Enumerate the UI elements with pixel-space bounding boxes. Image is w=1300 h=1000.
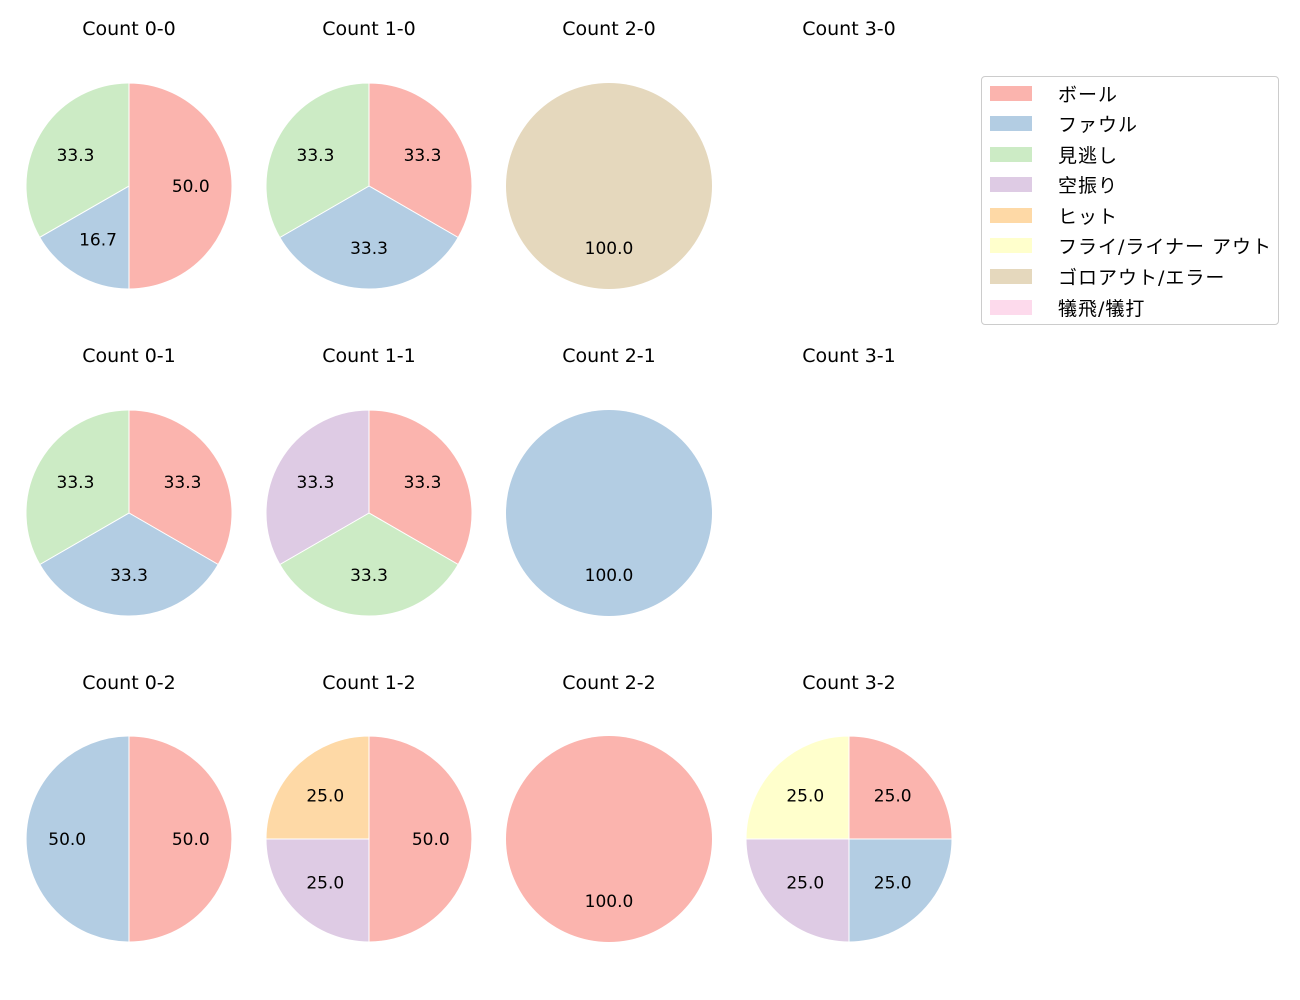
pie-slice [368, 82, 473, 239]
pie-chart: Count 0-1 33.3 33.3 33.3 [25, 345, 233, 617]
legend-label: 空振り [1058, 174, 1119, 197]
slice-label: 16.7 [79, 230, 117, 250]
pie-title: Count 2-2 [562, 672, 656, 694]
pie-slice [506, 83, 712, 289]
pie-chart: Count 3-1 [802, 345, 896, 367]
pie-chart: Count 2-0 100.0 [506, 18, 712, 289]
legend-label: ファウル [1058, 113, 1139, 136]
legend-label: フライ/ライナー アウト [1058, 235, 1273, 258]
pie-chart: Count 1-2 50.0 25.0 25.0 [265, 672, 473, 943]
legend-label: ヒット [1058, 205, 1119, 228]
legend-item-foul: ファウル [990, 113, 1138, 136]
legend-item-sacrifice: 犠飛/犠打 [990, 297, 1145, 320]
slice-label: 33.3 [404, 146, 442, 166]
slice-label: 33.3 [57, 146, 95, 166]
legend-swatch [990, 207, 1032, 223]
pie-title: Count 0-2 [82, 672, 176, 694]
slice-label: 25.0 [306, 874, 344, 894]
slice-label: 25.0 [874, 874, 912, 894]
pie-slice [745, 735, 850, 840]
slice-label: 25.0 [306, 786, 344, 806]
pie-title: Count 0-1 [82, 345, 176, 367]
pie-slice [25, 735, 130, 943]
legend-swatch [990, 237, 1032, 253]
pie-slice [25, 409, 130, 566]
slice-label: 33.3 [350, 239, 388, 259]
slice-label: 50.0 [48, 830, 86, 850]
legend-item-called-strike: 見逃し [990, 144, 1118, 167]
legend-item-fly-liner-out: フライ/ライナー アウト [990, 235, 1272, 258]
pie-slice [39, 185, 130, 290]
legend-item-swinging-strike: 空振り [990, 174, 1118, 197]
slice-label: 25.0 [786, 874, 824, 894]
pie-title: Count 2-1 [562, 345, 656, 367]
slice-label: 100.0 [585, 239, 634, 259]
pie-chart: Count 0-0 50.0 16.7 33.3 [25, 18, 233, 290]
pie-slice [745, 838, 850, 943]
legend-swatch [990, 115, 1032, 131]
pie-title: Count 0-0 [82, 18, 176, 40]
slice-label: 33.3 [404, 473, 442, 493]
slice-label: 50.0 [172, 177, 210, 197]
pie-chart: Count 0-2 50.0 50.0 [25, 672, 233, 943]
pie-chart: Count 3-2 25.0 25.0 25.0 25.0 [745, 672, 953, 943]
slice-label: 33.3 [110, 566, 148, 586]
pie-slice [506, 736, 712, 942]
pie-slice [128, 409, 233, 566]
slice-label: 33.3 [297, 473, 335, 493]
legend-item-hit: ヒット [990, 205, 1118, 228]
pie-chart: Count 3-0 [802, 18, 896, 40]
legend-item-ground-out-error: ゴロアウト/エラー [990, 266, 1225, 289]
slice-label: 100.0 [585, 566, 634, 586]
slice-label: 50.0 [172, 830, 210, 850]
slice-label: 33.3 [297, 146, 335, 166]
pie-slice [506, 410, 712, 616]
legend-swatch [990, 85, 1032, 101]
legend-label: ゴロアウト/エラー [1058, 266, 1226, 289]
pie-title: Count 1-0 [322, 18, 416, 40]
pie-chart: Count 2-2 100.0 [506, 672, 712, 942]
pie-chart: Count 2-1 100.0 [506, 345, 712, 616]
slice-label: 33.3 [57, 473, 95, 493]
pie-slice [128, 735, 233, 943]
pie-slice [265, 409, 370, 566]
pie-slice [848, 735, 953, 840]
legend-label: 犠飛/犠打 [1058, 297, 1146, 320]
pie-chart: Count 1-1 33.3 33.3 33.3 [265, 345, 473, 617]
slice-label: 33.3 [350, 566, 388, 586]
pie-slice [368, 409, 473, 566]
pie-slice [368, 735, 473, 943]
slice-label: 33.3 [164, 473, 202, 493]
legend-swatch [990, 176, 1032, 192]
pie-title: Count 3-1 [802, 345, 896, 367]
slice-label: 50.0 [412, 830, 450, 850]
pie-title: Count 3-2 [802, 672, 896, 694]
legend-item-ball: ボール [990, 83, 1118, 106]
pie-slice [265, 735, 370, 840]
pie-slice [265, 82, 370, 239]
slice-label: 25.0 [786, 786, 824, 806]
legend-swatch [990, 299, 1032, 315]
pie-slice [848, 838, 953, 943]
legend-label: 見逃し [1058, 144, 1119, 167]
slice-label: 25.0 [874, 786, 912, 806]
slice-label: 100.0 [585, 892, 634, 912]
legend: ボール ファウル 見逃し 空振り ヒット フライ/ライナー アウト ゴロアウト/… [981, 76, 1279, 325]
legend-swatch [990, 146, 1032, 162]
pie-title: Count 3-0 [802, 18, 896, 40]
pie-chart: Count 1-0 33.3 33.3 33.3 [265, 18, 473, 290]
legend-swatch [990, 268, 1032, 284]
pie-title: Count 2-0 [562, 18, 656, 40]
pie-title: Count 1-1 [322, 345, 416, 367]
legend-label: ボール [1058, 83, 1119, 106]
pie-title: Count 1-2 [322, 672, 416, 694]
pie-slice [265, 838, 370, 943]
pie-slice [25, 82, 130, 238]
pie-slice [128, 82, 233, 290]
